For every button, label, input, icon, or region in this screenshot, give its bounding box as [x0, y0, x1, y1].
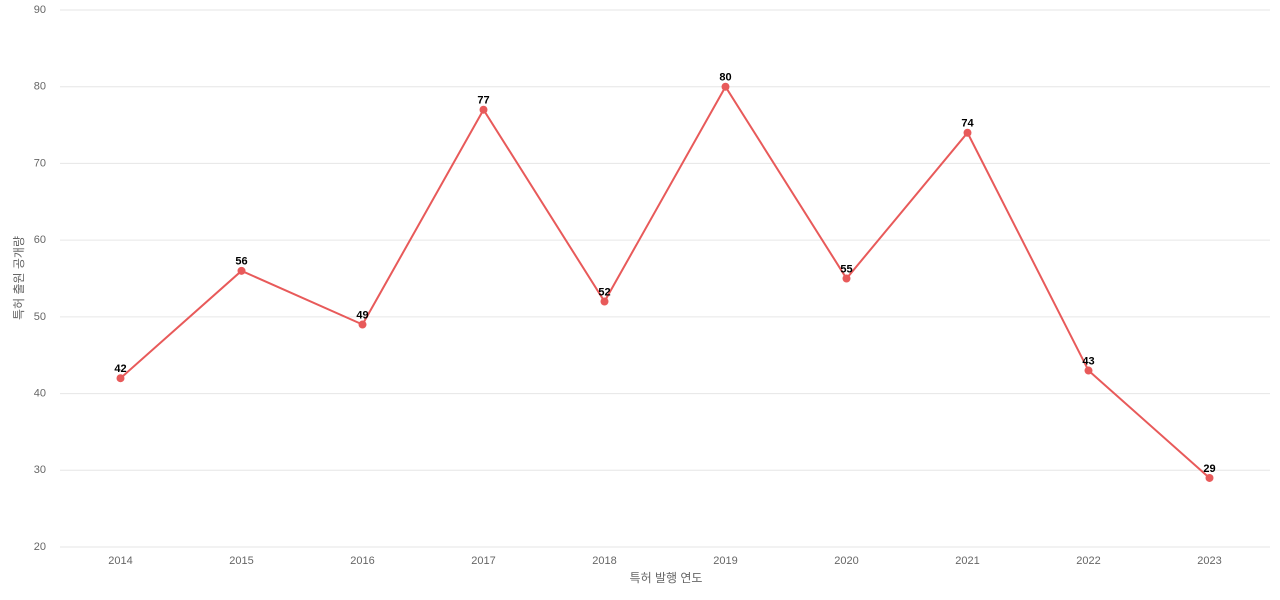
x-tick-label: 2018 — [592, 555, 616, 567]
data-label: 43 — [1082, 355, 1094, 367]
x-axis-title: 특허 발행 연도 — [630, 570, 703, 585]
data-label: 52 — [598, 286, 610, 298]
y-tick-label: 40 — [34, 387, 46, 399]
point — [1084, 366, 1093, 375]
point — [721, 82, 730, 91]
series-line — [119, 84, 1211, 479]
x-tick-label: 2019 — [713, 555, 737, 567]
data-label: 55 — [840, 263, 852, 275]
y-tick-label: 80 — [34, 81, 46, 93]
x-tick-label: 2015 — [229, 555, 253, 567]
point — [116, 374, 125, 383]
point — [600, 297, 609, 306]
x-tick-label: 2020 — [834, 555, 858, 567]
y-tick-label: 60 — [34, 234, 46, 246]
data-label: 77 — [477, 95, 489, 107]
y-axis-title: 특허 출원 공개량 — [12, 236, 26, 320]
point — [963, 128, 972, 137]
x-tick-label: 2016 — [350, 555, 374, 567]
point — [479, 105, 488, 114]
point — [1205, 473, 1214, 482]
y-tick-label: 90 — [34, 4, 46, 16]
y-tick-label: 20 — [34, 541, 46, 553]
x-tick-label: 2021 — [955, 555, 979, 567]
data-label: 29 — [1203, 463, 1215, 475]
data-label: 49 — [356, 309, 368, 321]
x-tick-label: 2014 — [108, 555, 132, 567]
x-tick-label: 2017 — [471, 555, 495, 567]
y-tick-label: 50 — [34, 311, 46, 323]
data-label: 56 — [235, 256, 247, 268]
x-tick-label: 2023 — [1197, 555, 1221, 567]
y-tick-label: 70 — [34, 157, 46, 169]
y-tick-label: 30 — [34, 464, 46, 476]
point — [237, 266, 246, 275]
data-label: 80 — [719, 72, 731, 84]
data-label: 74 — [961, 118, 974, 130]
point — [358, 320, 367, 329]
data-label: 42 — [114, 363, 126, 375]
point — [842, 274, 851, 283]
x-tick-label: 2022 — [1076, 555, 1100, 567]
